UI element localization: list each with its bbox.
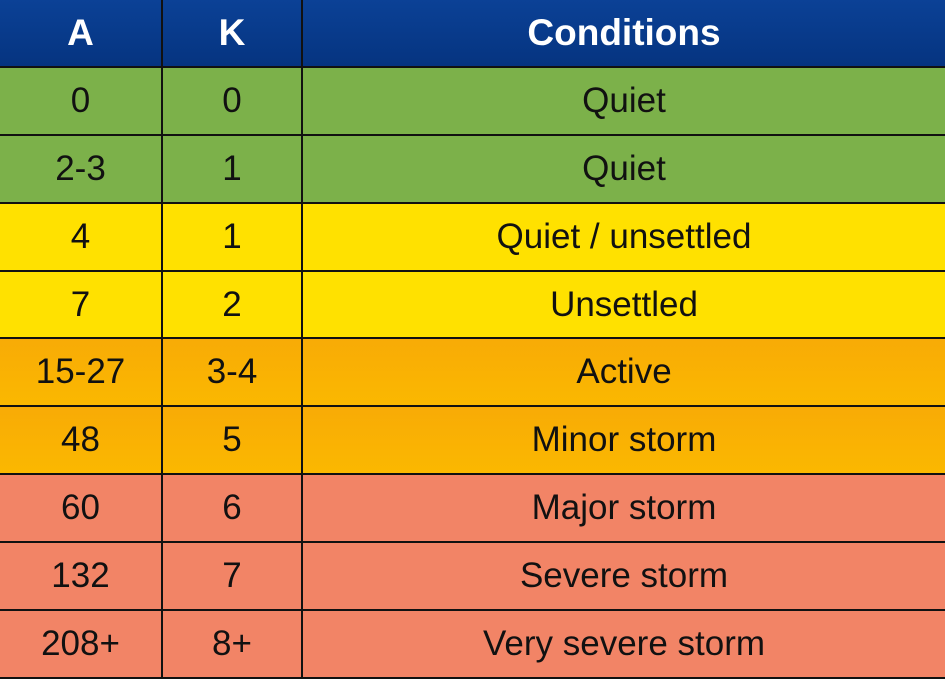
table-cell: 3-4 — [163, 339, 303, 408]
header-cell: K — [163, 0, 303, 68]
table-cell: 8+ — [163, 611, 303, 679]
table-cell: 0 — [0, 67, 163, 136]
table-cell: 48 — [0, 407, 163, 476]
table-cell: 132 — [0, 543, 163, 612]
table-cell: 1 — [163, 203, 303, 272]
table-cell: 2 — [163, 271, 303, 340]
table-cell: Severe storm — [303, 543, 945, 612]
table-cell: Active — [303, 339, 945, 408]
table-cell: Unsettled — [303, 271, 945, 340]
header-cell: Conditions — [303, 0, 945, 68]
table-cell: 4 — [0, 203, 163, 272]
table-cell: 208+ — [0, 611, 163, 679]
table-cell: Quiet / unsettled — [303, 203, 945, 272]
table-cell: 15-27 — [0, 339, 163, 408]
table-cell: Major storm — [303, 475, 945, 544]
table-cell: 2-3 — [0, 135, 163, 204]
table-cell: 1 — [163, 135, 303, 204]
table-cell: 60 — [0, 475, 163, 544]
table-cell: 0 — [163, 67, 303, 136]
table-cell: Very severe storm — [303, 611, 945, 679]
table-cell: 7 — [163, 543, 303, 612]
table-cell: Quiet — [303, 67, 945, 136]
header-cell: A — [0, 0, 163, 68]
table-cell: Minor storm — [303, 407, 945, 476]
table-cell: 5 — [163, 407, 303, 476]
table-cell: Quiet — [303, 135, 945, 204]
table-cell: 6 — [163, 475, 303, 544]
table-cell: 7 — [0, 271, 163, 340]
